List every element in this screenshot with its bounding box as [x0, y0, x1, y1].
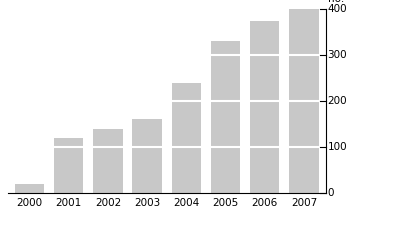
Bar — [289, 5, 319, 193]
Bar — [54, 138, 83, 193]
Text: 200: 200 — [328, 96, 347, 106]
Text: no.: no. — [328, 0, 344, 5]
Bar — [211, 41, 240, 193]
Bar — [250, 21, 279, 193]
Text: 300: 300 — [328, 50, 347, 60]
Bar — [172, 83, 201, 193]
Bar — [15, 184, 44, 193]
Text: 100: 100 — [328, 142, 347, 152]
Text: 0: 0 — [328, 188, 334, 198]
Bar — [133, 119, 162, 193]
Bar — [93, 128, 123, 193]
Text: 400: 400 — [328, 4, 347, 14]
